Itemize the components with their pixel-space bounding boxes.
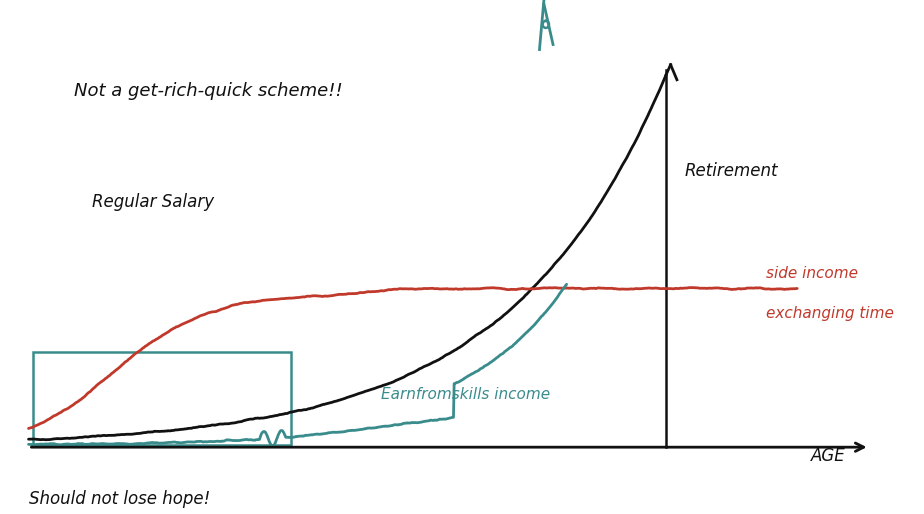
Text: AGE: AGE (810, 447, 845, 465)
Bar (33, 352, 291, 445)
Text: Regular Salary: Regular Salary (91, 193, 214, 211)
Text: exchanging time: exchanging time (766, 306, 894, 321)
Text: Earnfromskills income: Earnfromskills income (382, 387, 551, 402)
Text: side income: side income (766, 266, 857, 281)
Text: Retirement: Retirement (684, 162, 778, 180)
Text: Should not lose hope!: Should not lose hope! (29, 489, 210, 508)
Text: Not a get-rich-quick scheme!!: Not a get-rich-quick scheme!! (74, 82, 343, 100)
